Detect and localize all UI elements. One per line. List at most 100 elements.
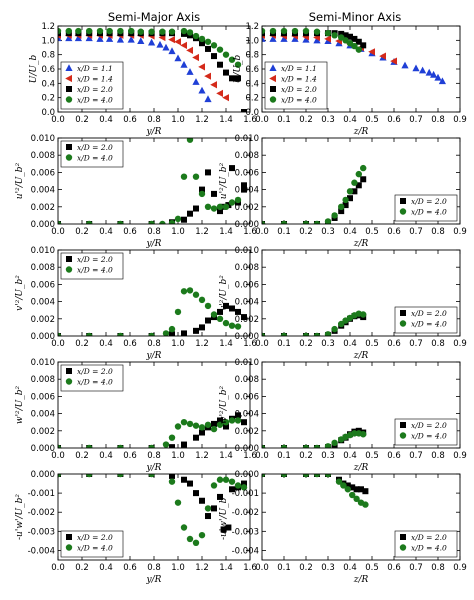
data-point <box>223 423 229 430</box>
x-axis-label: z/R <box>353 127 369 137</box>
points-major-ww <box>58 412 247 448</box>
data-point <box>137 37 145 45</box>
y-tick-label: 0.002 <box>235 427 259 437</box>
axes-frame <box>261 137 461 225</box>
x-tick-label: 0.8 <box>431 451 445 461</box>
data-point <box>180 60 188 68</box>
axes-frame <box>57 137 251 225</box>
data-point <box>58 444 62 448</box>
data-point <box>168 219 176 224</box>
points-major-uu <box>58 138 247 224</box>
data-point <box>148 332 155 336</box>
data-point <box>438 77 446 85</box>
x-tick-label: 0.8 <box>147 563 161 573</box>
x-tick-label: 0.0 <box>51 115 65 125</box>
data-point <box>174 499 182 506</box>
legend-marker <box>65 154 73 161</box>
data-point <box>302 474 310 478</box>
data-point <box>222 476 230 483</box>
x-tick-label: 0.9 <box>453 563 467 573</box>
data-point <box>198 424 206 431</box>
y-tick-label: 0.000 <box>31 444 55 454</box>
data-point <box>204 421 212 428</box>
data-point <box>262 444 266 448</box>
data-point <box>186 535 194 543</box>
legend: x/D = 1.1x/D = 1.4 x/D = 2.0x/D = 4.0 <box>264 61 328 110</box>
data-point <box>210 482 218 489</box>
y-tick-label: 0.0 <box>245 108 259 118</box>
data-point <box>262 220 266 224</box>
data-point <box>148 444 155 448</box>
y-tick-label: 0.0 <box>41 108 55 118</box>
y-axis-label: v'²/U_b² <box>219 275 229 311</box>
x-tick-label: 0.7 <box>409 563 423 573</box>
data-point <box>210 205 218 212</box>
data-point <box>211 53 217 60</box>
x-tick-label: 0.0 <box>51 451 65 461</box>
x-tick-label: 0.2 <box>299 451 313 461</box>
legend-marker <box>66 144 72 150</box>
data-point <box>181 216 187 223</box>
data-point <box>331 439 338 447</box>
data-point <box>117 444 124 448</box>
x-axis-label: y/R <box>146 351 162 361</box>
legend-marker <box>399 208 407 215</box>
data-point <box>204 203 212 210</box>
data-point <box>280 332 288 336</box>
legend-marker <box>269 74 276 83</box>
y-tick-label: 0.6 <box>41 65 55 75</box>
legend-marker <box>400 422 406 428</box>
x-tick-label: 0.0 <box>255 451 269 461</box>
data-point <box>198 35 206 43</box>
x-tick-label: 0.5 <box>365 563 379 573</box>
x-tick-label: 0.8 <box>431 115 445 125</box>
y-tick-label: -0.003 <box>28 527 55 537</box>
x-tick-label: 0.5 <box>365 339 379 349</box>
data-point <box>262 474 266 478</box>
data-point <box>204 505 212 512</box>
data-point <box>338 30 345 37</box>
data-point <box>58 27 62 35</box>
data-point <box>204 95 212 103</box>
data-point <box>180 27 188 35</box>
data-point <box>313 28 321 35</box>
data-point <box>229 305 235 312</box>
data-point <box>349 484 356 491</box>
data-point <box>342 196 349 204</box>
y-tick-label: 0.002 <box>31 315 55 325</box>
data-point <box>434 73 442 81</box>
data-point <box>205 513 211 520</box>
x-axis-label: y/R <box>146 463 162 473</box>
legend-label: x/D = 4.0 <box>411 207 447 216</box>
data-point <box>358 486 364 493</box>
data-point <box>210 311 218 318</box>
data-point <box>355 46 362 53</box>
y-tick-label: 0.004 <box>31 298 55 308</box>
data-point <box>216 89 223 97</box>
data-point <box>199 186 205 193</box>
data-point <box>324 331 332 336</box>
data-point <box>116 35 124 43</box>
x-tick-label: 1.2 <box>195 227 209 237</box>
data-point <box>198 190 206 198</box>
data-point <box>192 422 200 429</box>
x-tick-label: 0.4 <box>99 227 113 237</box>
data-point <box>351 430 358 437</box>
data-point <box>228 199 236 206</box>
data-point <box>344 486 351 493</box>
x-tick-label: 1.4 <box>219 563 233 573</box>
y-tick-label: 0.004 <box>235 186 259 196</box>
data-point <box>169 474 175 479</box>
data-point <box>390 57 397 65</box>
y-tick-label: 0.006 <box>235 392 259 402</box>
data-point <box>241 109 247 112</box>
x-tick-label: 0.8 <box>147 227 161 237</box>
y-tick-label: 0.010 <box>235 358 259 368</box>
x-tick-label: 0.6 <box>387 563 401 573</box>
data-point <box>192 78 200 85</box>
legend-label: x/D = 2.0 <box>281 85 317 94</box>
legend-label: x/D = 4.0 <box>411 543 447 552</box>
data-point <box>75 27 82 35</box>
data-point <box>228 417 236 424</box>
